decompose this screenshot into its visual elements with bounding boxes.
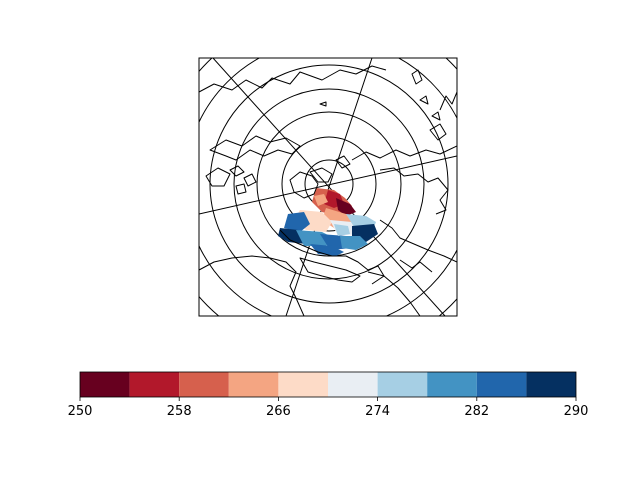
graticule-latitudes (199, 58, 457, 316)
colorbar-swatch (328, 372, 378, 397)
coastline-east-asia (411, 69, 457, 141)
colorbar-swatch (377, 372, 428, 397)
colorbar: 250 258 266 274 282 290 (68, 371, 589, 419)
coastline-islands (229, 165, 257, 195)
lat-circle-60 (256, 111, 402, 257)
field-patch (310, 244, 344, 256)
coastline-africa (199, 255, 305, 316)
field-patch (340, 236, 368, 250)
coastline-arctic-islands (309, 155, 351, 183)
coastline-europe (279, 229, 385, 285)
coastline-middle-east (367, 259, 433, 316)
lat-circle-40 (209, 64, 449, 304)
colorbar-swatch (80, 372, 130, 397)
colorbar-swatch (526, 372, 576, 397)
colorbar-swatch (476, 372, 527, 397)
field-patch (334, 224, 350, 236)
temperature-field (278, 188, 378, 256)
lat-circle-50 (233, 88, 425, 280)
colorbar-swatch (427, 372, 477, 397)
coastline-hudson-bay (205, 167, 231, 187)
colorbar-swatch (129, 372, 180, 397)
map-frame (198, 57, 458, 317)
field-patch (296, 230, 334, 246)
lat-circle-70 (281, 136, 377, 232)
field-patch (336, 198, 356, 216)
coastline-greenland (289, 171, 319, 199)
field-patch (314, 194, 328, 206)
colorbar-swatch (278, 372, 328, 397)
colorbar-tick-label: 250 (68, 404, 93, 419)
coastline-arctic-canada (209, 135, 301, 161)
colorbar-outline (79, 371, 577, 398)
coastline-siberia (379, 167, 449, 215)
colorbar-swatch (179, 372, 229, 397)
graticule-meridians (199, 58, 457, 316)
coastline-eurasia-arctic (351, 145, 457, 161)
map-axes (198, 57, 458, 317)
colorbar-tick-label: 266 (266, 404, 291, 419)
coastline-central-asia (379, 219, 457, 263)
coastline-mediterranean (299, 257, 361, 283)
meridian (199, 155, 457, 215)
meridian (285, 58, 373, 316)
colorbar-tick-label: 282 (464, 404, 489, 419)
colorbar-tick-label: 258 (167, 404, 192, 419)
coastline-pacific-islands (319, 95, 441, 121)
colorbar-tick-label: 274 (365, 404, 390, 419)
coastline-north-america (199, 65, 387, 93)
coastlines (199, 65, 457, 316)
colorbar-tick-label: 290 (564, 404, 589, 419)
colorbar-swatch (228, 372, 279, 397)
field-patch (284, 212, 310, 232)
